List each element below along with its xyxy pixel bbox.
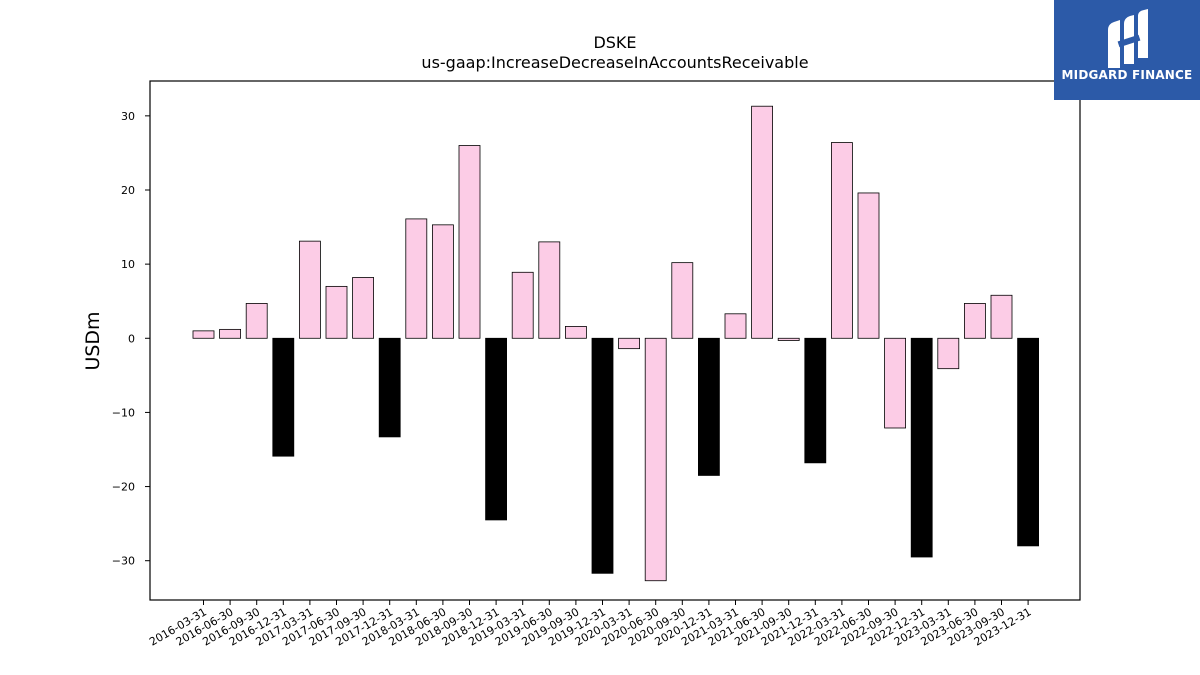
bar-2016-03-31	[192, 330, 215, 339]
bar-2018-12-31	[485, 337, 508, 521]
bar-2016-06-30	[219, 328, 242, 339]
bar-2019-06-30	[538, 241, 561, 339]
bar-2018-09-30	[458, 145, 481, 339]
bar-2019-09-30	[565, 326, 587, 339]
bar-2022-03-31	[831, 142, 853, 339]
bar-2020-12-31	[698, 337, 720, 476]
bar-2023-12-31	[1017, 337, 1039, 547]
logo-text: MIDGARD FINANCE	[1061, 68, 1193, 82]
bar-2017-12-31	[378, 337, 401, 438]
y-axis-label: USDm	[82, 311, 104, 370]
bar-2022-06-30	[857, 192, 880, 339]
midgard-logo-icon	[1108, 9, 1148, 68]
bar-2023-03-31	[937, 337, 960, 370]
bar-2023-06-30	[964, 303, 986, 339]
bar-2020-03-31	[618, 337, 640, 350]
bar-2021-06-30	[751, 105, 773, 339]
bar-2017-03-31	[298, 240, 321, 339]
bar-2019-12-31	[591, 337, 614, 574]
bar-2019-03-31	[511, 271, 534, 339]
bars-group	[192, 105, 1039, 582]
bar-2020-09-30	[671, 262, 694, 339]
bar-2023-09-30	[990, 294, 1013, 339]
y-tick-label: 20	[121, 184, 135, 197]
x-axis-ticks: 2016-03-312016-06-302016-09-302016-12-31…	[147, 600, 1034, 649]
y-tick-label: −20	[112, 481, 135, 494]
bar-2022-12-31	[910, 337, 933, 558]
y-tick-label: −10	[112, 406, 135, 419]
brand-logo: MIDGARD FINANCE	[1054, 0, 1200, 100]
y-axis-ticks: −30 −20 −10 0 10 20 30	[112, 110, 150, 568]
bar-2016-09-30	[245, 303, 268, 339]
y-tick-label: −30	[112, 555, 135, 568]
bar-2016-12-31	[272, 337, 295, 457]
bar-2021-09-30	[777, 337, 800, 341]
y-tick-label: 10	[121, 258, 135, 271]
y-tick-label: 30	[121, 110, 135, 123]
bar-2017-09-30	[352, 277, 375, 339]
bar-2021-03-31	[724, 313, 747, 339]
bar-2018-06-30	[431, 224, 454, 339]
bar-2021-12-31	[804, 337, 827, 464]
plot-frame	[149, 80, 1081, 601]
chart-subtitle: us-gaap:IncreaseDecreaseInAccountsReceiv…	[421, 53, 808, 72]
bar-2017-06-30	[325, 285, 348, 339]
bar-2018-03-31	[405, 218, 428, 339]
chart-title: DSKE	[593, 33, 636, 52]
y-tick-label: 0	[128, 332, 135, 345]
bar-2022-09-30	[884, 337, 906, 429]
bar-2020-06-30	[644, 337, 667, 582]
